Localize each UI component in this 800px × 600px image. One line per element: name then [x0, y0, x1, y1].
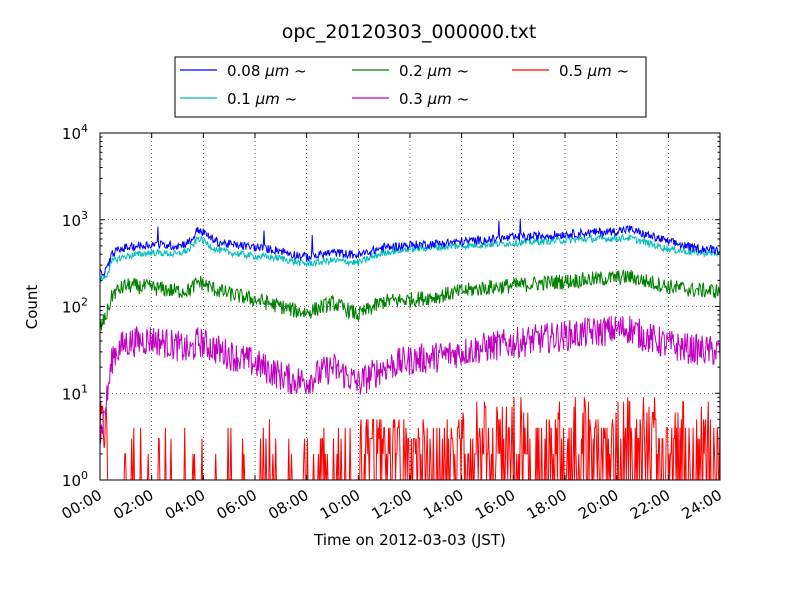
y-tick-label: 101: [62, 382, 88, 403]
series-line-0.3: [99, 315, 721, 446]
legend-suffix: ~: [457, 62, 470, 80]
legend-unit: μm: [255, 90, 280, 108]
legend-name: 0.08: [227, 62, 260, 80]
legend-label-0.3: 0.3 μm ~: [399, 90, 469, 108]
legend-suffix: ~: [617, 62, 630, 80]
legend-suffix: ~: [294, 62, 307, 80]
y-tick-exponent: 4: [81, 122, 88, 135]
legend-name: 0.5: [559, 62, 583, 80]
legend: 0.08 μm ~0.1 μm ~0.2 μm ~0.3 μm ~0.5 μm …: [174, 56, 647, 118]
legend-unit: μm: [427, 90, 452, 108]
legend-name: 0.2: [399, 62, 423, 80]
y-axis-label: Count: [23, 285, 41, 330]
y-tick-base: 10: [62, 125, 81, 143]
y-tick-exponent: 3: [81, 209, 88, 222]
series-line-0.1: [99, 233, 721, 283]
y-tick-label: 104: [62, 122, 88, 143]
y-tick-label: 102: [62, 296, 88, 317]
legend-label-0.2: 0.2 μm ~: [399, 62, 469, 80]
legend-label-0.1: 0.1 μm ~: [227, 90, 297, 108]
legend-label-0.08: 0.08 μm ~: [227, 62, 307, 80]
y-tick-label: 103: [62, 209, 88, 230]
y-tick-exponent: 1: [81, 382, 88, 395]
y-tick-base: 10: [62, 212, 81, 230]
legend-name: 0.3: [399, 90, 423, 108]
y-tick-base: 10: [62, 385, 81, 403]
y-tick-exponent: 2: [81, 296, 88, 309]
legend-label-0.5: 0.5 μm ~: [559, 62, 629, 80]
y-tick-base: 10: [62, 472, 81, 490]
y-tick-base: 10: [62, 299, 81, 317]
y-tick-exponent: 0: [81, 469, 88, 482]
legend-unit: μm: [427, 62, 452, 80]
series-line-0.2: [99, 269, 721, 331]
legend-name: 0.1: [227, 90, 251, 108]
legend-box: [174, 56, 647, 118]
legend-unit: μm: [264, 62, 289, 80]
series-line-0.08: [99, 218, 721, 278]
legend-suffix: ~: [457, 90, 470, 108]
x-axis-label: Time on 2012-03-03 (JST): [313, 531, 506, 549]
y-tick-label: 100: [62, 469, 88, 490]
legend-suffix: ~: [285, 90, 298, 108]
legend-unit: μm: [587, 62, 612, 80]
chart-title: opc_20120303_000000.txt: [282, 21, 537, 43]
